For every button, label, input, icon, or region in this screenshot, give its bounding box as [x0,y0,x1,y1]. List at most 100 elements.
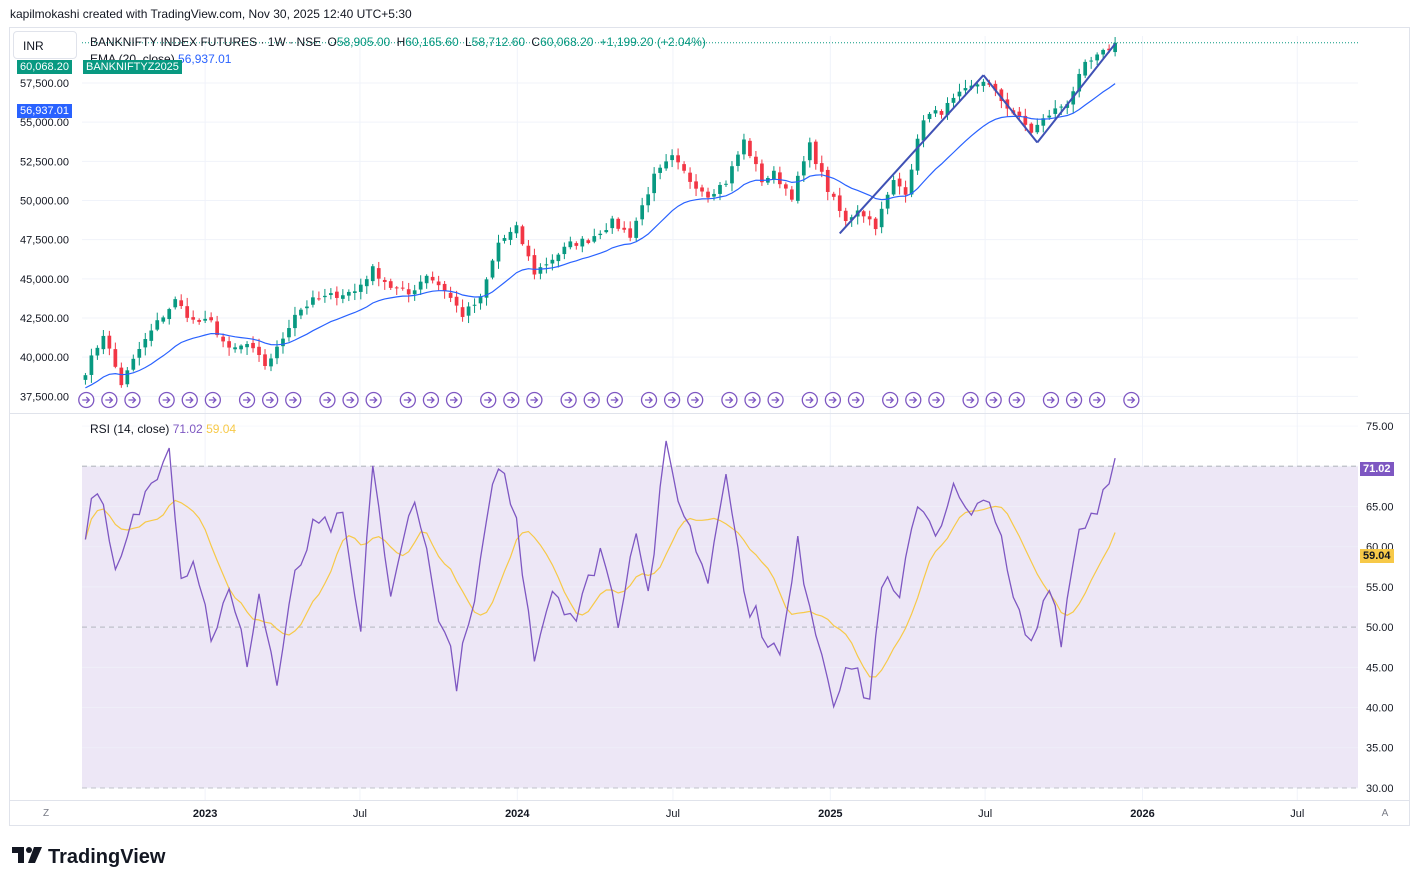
candle-body [837,195,842,211]
candle-body [167,309,172,320]
event-marker-icon [905,391,922,409]
trend-line [838,74,985,235]
event-marker-arrow [966,396,975,404]
candle-body [748,140,752,157]
candle-body [789,189,794,200]
event-marker-arrow [564,396,573,404]
event-marker-icon [583,391,600,409]
candle-body [772,170,776,180]
candle-body [927,113,932,120]
candle-body [682,164,686,171]
candle-body [1113,42,1117,53]
candle-body [1107,48,1111,51]
event-marker-arrow [208,396,217,404]
candle-body [155,320,160,330]
candle-body [418,281,423,290]
event-marker-arrow [484,396,493,404]
candle-body [107,335,112,349]
candle-body [622,227,627,230]
low-label: L [464,35,472,49]
candle-body [975,84,980,87]
auto-scale-button[interactable]: A [1381,808,1389,819]
candle-body [119,367,124,386]
candle-body [616,218,621,229]
candle-body [891,180,896,195]
candle-body [933,110,938,114]
high-value: 60,165.60 [405,35,459,49]
event-marker-arrow [323,396,332,404]
candle-body [807,142,812,161]
ema-legend-value: 56,937.01 [178,52,232,66]
low-value: 58,712.60 [471,35,526,49]
event-marker-icon [1089,391,1106,409]
tradingview-logo[interactable]: TradingView [12,846,165,869]
candle-body [83,375,88,380]
candle-body [101,335,106,350]
candle-body [825,169,830,192]
rsi-tick-label: 75.00 [1366,421,1394,433]
candle-body [664,161,668,169]
candle-body [903,187,908,195]
candle-body [945,102,950,116]
candle-body [173,299,178,308]
candle-body [544,264,549,266]
event-marker-icon [640,391,658,409]
rsi-tick-label: 30.00 [1366,783,1394,795]
event-marker-icon [767,391,784,409]
event-marker-icon [928,391,945,409]
candle-body [514,225,519,234]
candle-body [215,321,219,336]
time-tick-label: 2024 [505,808,530,820]
rsi-tick-label: 65.00 [1366,501,1394,513]
candle-body [227,341,231,348]
candle-body [628,228,633,238]
candle-body [472,304,477,306]
zoom-z-button[interactable]: Z [42,808,50,819]
event-marker-icon [847,391,865,409]
rsi-legend[interactable]: RSI (14, close) 71.02 59.04 [90,422,236,436]
candle-body [760,163,764,183]
chart-credit: kapilmokashi created with TradingView.co… [10,7,412,21]
event-marker-icon [526,391,543,409]
candle-body [652,173,657,194]
event-marker-arrow [369,396,378,404]
event-marker-arrow [886,396,895,404]
time-axis-divider [10,800,1409,801]
candle-body [221,336,225,342]
event-marker-icon [445,391,463,409]
candle-body [1041,118,1046,126]
candle-body [1083,61,1088,76]
candle-body [263,354,267,367]
rsi-tick-label: 45.00 [1366,662,1394,674]
event-marker-icon [124,391,141,409]
candle-body [239,345,243,350]
currency-button[interactable]: INR [13,31,77,59]
candle-body [718,184,722,194]
price-tick-label: 55,000.00 [20,117,69,129]
event-marker-icon [882,391,899,409]
candle-body [783,184,788,189]
event-marker-arrow [289,396,298,404]
event-marker-arrow [1046,396,1055,404]
candle-body [406,289,411,295]
candle-body [287,328,291,338]
event-marker-arrow [691,396,700,404]
pane-divider[interactable] [10,413,1409,414]
event-marker-icon [365,391,382,409]
candle-body [496,242,501,262]
event-marker-arrow [403,396,412,404]
event-markers [78,391,1140,409]
event-marker-icon [342,391,359,409]
candle-body [305,306,309,309]
rsi-value-tag: 71.02 [1360,462,1394,476]
candle-body [724,183,728,185]
candle-body [137,348,142,358]
event-marker-arrow [530,396,539,404]
rsi-grid [82,425,1358,789]
candle-body [89,355,94,375]
candle-body [736,154,740,166]
candle-body [981,81,986,86]
candle-body [849,217,854,220]
candle-body [963,88,968,91]
